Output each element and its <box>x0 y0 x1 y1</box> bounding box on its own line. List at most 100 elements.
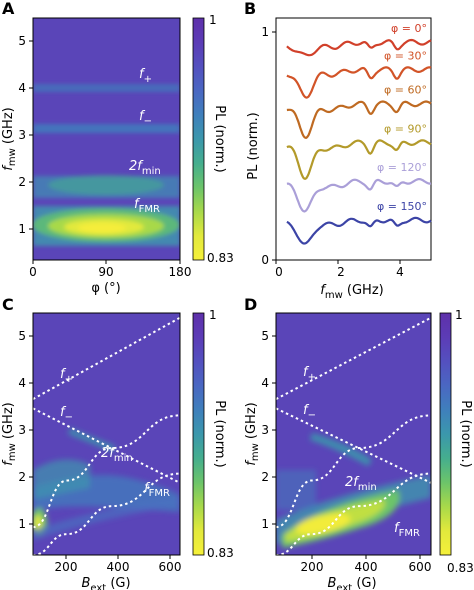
mode-curve-f <box>32 316 181 400</box>
panel-d-yaxis: 1 2 3 4 5 <box>261 329 276 531</box>
panel-d-mode-curves <box>275 316 432 556</box>
panel-a-fminus-label: f− <box>139 109 152 127</box>
mode-curve-f <box>275 407 432 484</box>
panel-d-fminus-label: f− <box>303 403 316 421</box>
panel-d-ylabel: fmw (GHz) <box>244 402 261 465</box>
panel-d-ytick: 4 <box>261 376 269 390</box>
panel-a-ylabel: fmw (GHz) <box>1 107 18 170</box>
panel-a-xtick: 90 <box>98 265 113 279</box>
panel-a-heatmap <box>33 18 180 260</box>
panel-d-xaxis: 200 400 600 <box>301 555 432 574</box>
panel-c-ytick: 3 <box>18 423 26 437</box>
panel-c-mode-curves <box>32 316 181 556</box>
panel-a-ytick: 3 <box>18 128 26 142</box>
spectrum-line <box>286 178 432 213</box>
panel-a-xtick: 0 <box>29 265 37 279</box>
panel-b-ytick: 0 <box>261 253 269 267</box>
mode-curve-2fmin <box>32 414 181 529</box>
panel-b-xtick: 0 <box>275 265 283 279</box>
panel-c: C f+ f− 2fmin fFMR 1 2 3 4 5 fmw (GHz) <box>1 295 234 590</box>
panel-d-ytick: 2 <box>261 470 269 484</box>
panel-a-ytick: 4 <box>18 81 26 95</box>
panel-c-fminus-label: f− <box>60 405 73 423</box>
panel-c-label: C <box>2 295 14 314</box>
panel-a-label: A <box>2 0 15 18</box>
panel-c-yaxis: 1 2 3 4 5 <box>18 329 33 531</box>
panel-a-ytick: 5 <box>18 34 26 48</box>
panel-d-label: D <box>244 295 257 314</box>
panel-c-frame <box>32 312 181 556</box>
panel-d-2fmin-label: 2fmin <box>345 475 377 493</box>
panel-b-xaxis: 0 2 4 <box>275 260 404 279</box>
legend-label: φ = 60° <box>384 84 427 97</box>
panel-a-cbar-label: PL (norm.) <box>212 105 227 172</box>
panel-b-frame <box>275 17 432 261</box>
mode-curve-f <box>275 316 432 400</box>
panel-b-legend: φ = 0° φ = 30° φ = 60° φ = 90° φ = 120° φ = 1… <box>377 22 427 213</box>
panel-d-ffmr-label: fFMR <box>394 521 420 539</box>
panel-d-ytick: 1 <box>261 517 269 531</box>
panel-c-ytick: 4 <box>18 376 26 390</box>
panel-b-xlabel: fmw (GHz) <box>320 283 383 301</box>
spectrum-line <box>286 139 432 180</box>
panel-d-xtick: 400 <box>355 560 378 574</box>
panel-d-cbar-bottom: 0.83 <box>447 561 474 575</box>
panel-b-label: B <box>244 0 256 18</box>
panel-d-heatmap <box>276 313 431 555</box>
panel-c-cbar-top: 1 <box>209 308 217 322</box>
panel-a-2fmin-label: 2fmin <box>129 159 161 177</box>
panel-c-fplus-label: f+ <box>60 367 73 385</box>
panel-c-cbar-label: PL (norm.) <box>212 400 227 467</box>
panel-a-xlabel: φ (°) <box>91 281 120 296</box>
panel-a-colorbar <box>192 17 205 261</box>
panel-b-yaxis: 1 0 <box>261 25 276 267</box>
panel-c-xtick: 400 <box>107 560 130 574</box>
panel-b-xtick: 4 <box>396 265 404 279</box>
panel-a-xtick: 180 <box>169 265 192 279</box>
panel-b-ylabel: PL (norm.) <box>246 112 261 179</box>
panel-a-cbar-bottom: 0.83 <box>207 251 234 265</box>
panel-c-cbar-bottom: 0.83 <box>207 546 234 560</box>
panel-a-xaxis: 0 90 180 <box>29 260 191 279</box>
legend-label: φ = 30° <box>384 49 427 62</box>
panel-d-xlabel: Bext (G) <box>327 576 376 590</box>
panel-c-ytick: 5 <box>18 329 26 343</box>
panel-c-ffmr-label: fFMR <box>144 481 170 499</box>
spectrum-line <box>286 216 432 245</box>
panel-d-cbar-label: PL (norm.) <box>458 400 473 467</box>
panel-a: A f+ f− 2fmin fFMR 1 2 3 4 <box>1 0 234 296</box>
panel-d-xtick: 200 <box>301 560 324 574</box>
panel-a-cbar-top: 1 <box>209 13 217 27</box>
panel-a-yaxis: 1 2 3 4 5 <box>18 34 33 236</box>
panel-c-xtick: 600 <box>159 560 182 574</box>
panel-c-xtick: 200 <box>55 560 78 574</box>
panel-b-ytick: 1 <box>261 25 269 39</box>
panel-b: B φ = 0°φ = 30°φ = 60°φ = 90°φ = 120°φ =… <box>244 0 432 301</box>
panel-b-lines <box>286 38 432 245</box>
panel-d-cbar-top: 1 <box>455 308 463 322</box>
panel-c-ytick: 1 <box>18 517 26 531</box>
mode-curve-fFMR <box>32 472 181 556</box>
panel-d-ytick: 3 <box>261 423 269 437</box>
mode-curve-2fmin <box>275 414 432 529</box>
panel-d-fplus-label: f+ <box>303 365 316 383</box>
legend-label: φ = 120° <box>377 161 427 174</box>
panel-c-xaxis: 200 400 600 <box>55 555 182 574</box>
panel-a-ytick: 1 <box>18 222 26 236</box>
panel-d-xtick: 600 <box>409 560 432 574</box>
panel-c-heatmap <box>33 313 180 555</box>
legend-label: φ = 150° <box>377 200 427 213</box>
panel-a-fplus-label: f+ <box>139 67 152 85</box>
panel-c-ytick: 2 <box>18 470 26 484</box>
panel-d: D f+ f− 2fmin fFMR 1 2 3 4 5 fmw (GHz) <box>244 295 474 590</box>
panel-d-frame <box>275 312 432 556</box>
panel-b-xtick: 2 <box>337 265 345 279</box>
panel-c-xlabel: Bext (G) <box>81 576 130 590</box>
legend-label: φ = 0° <box>391 22 427 35</box>
spectrum-line <box>286 66 432 99</box>
panel-c-colorbar <box>192 312 205 556</box>
panel-d-ytick: 5 <box>261 329 269 343</box>
legend-label: φ = 90° <box>384 122 427 135</box>
spectrum-line <box>286 38 432 57</box>
